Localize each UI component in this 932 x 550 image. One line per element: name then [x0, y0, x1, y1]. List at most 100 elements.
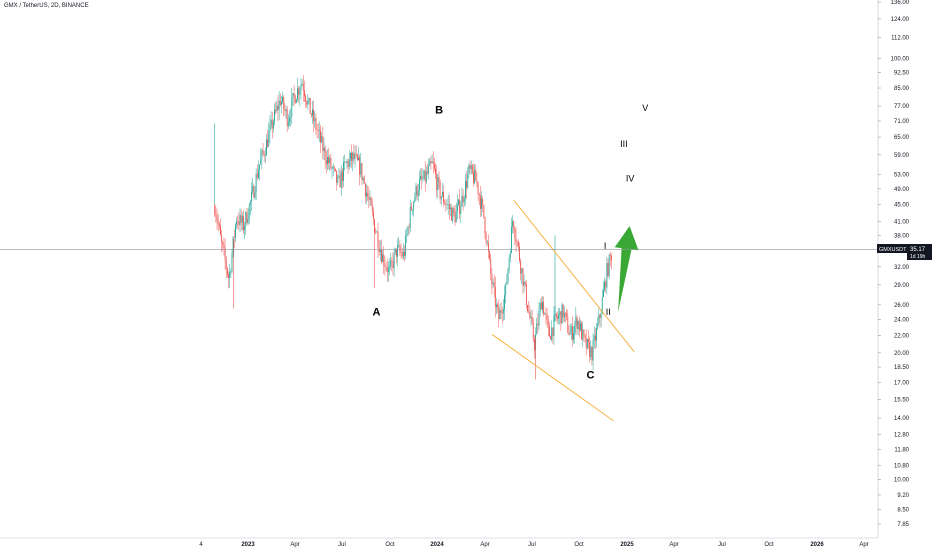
candle-body	[509, 252, 511, 259]
candle	[360, 152, 362, 178]
candle	[556, 311, 558, 325]
candle	[293, 85, 295, 106]
candle-body	[547, 319, 549, 327]
candle	[290, 108, 292, 127]
wave-label: C	[587, 369, 595, 381]
candle-body	[225, 259, 227, 269]
candle	[301, 79, 303, 87]
candle	[478, 192, 480, 205]
candle-body	[359, 157, 361, 175]
candle	[368, 186, 370, 209]
candle	[254, 185, 256, 201]
candle-body	[278, 100, 280, 110]
candle	[361, 162, 363, 186]
candle-body	[421, 176, 423, 180]
candle	[505, 282, 507, 304]
candle-body	[586, 338, 588, 349]
candle-body	[289, 117, 290, 122]
candle	[441, 183, 443, 198]
time-tick-label: 2024	[430, 542, 444, 548]
candle-body	[548, 326, 550, 337]
price-tick-label: 11.80	[894, 447, 909, 453]
price-tick-label: 10.80	[894, 464, 910, 470]
candle-body	[335, 168, 336, 171]
price-axis[interactable]: 136.00 124.00 112.00 100.00 92.50 85.00 77.00 7…	[877, 0, 910, 538]
candle-body	[355, 154, 357, 155]
candle	[359, 154, 361, 186]
candle-body	[341, 171, 343, 181]
candle	[590, 339, 592, 361]
candle	[585, 329, 587, 356]
time-tick-label: 2026	[810, 542, 824, 548]
candle-body	[326, 157, 328, 165]
candle	[410, 202, 412, 212]
candle	[272, 119, 274, 133]
falling-channel[interactable]	[491, 200, 635, 422]
candle	[363, 175, 365, 185]
time-axis[interactable]: 4 2023 Apr Jul Oct 2024 Apr Jul Oct 2025 Apr Jul Oct…	[0, 537, 878, 548]
candle	[224, 238, 226, 270]
candle-body	[585, 337, 587, 349]
candle	[340, 165, 342, 196]
candle-body	[291, 97, 293, 117]
projection-arrow[interactable]	[614, 226, 639, 312]
candle-body	[332, 166, 334, 169]
candle	[497, 302, 499, 314]
channel-lower-line[interactable]	[491, 334, 614, 422]
candle	[446, 198, 448, 210]
candle-body	[431, 161, 433, 163]
candle-body	[550, 336, 551, 340]
candle-body	[379, 250, 381, 253]
candle-body	[532, 322, 534, 340]
price-tick-label: 45.00	[894, 202, 910, 208]
candle	[346, 158, 348, 169]
candle-body	[340, 171, 342, 188]
candle	[456, 194, 458, 220]
candle	[466, 171, 468, 200]
candle	[329, 154, 331, 171]
candle-body	[588, 338, 589, 343]
candle-body	[515, 237, 517, 243]
candle-body	[502, 309, 504, 314]
candle	[417, 183, 419, 202]
candle-body	[253, 186, 255, 198]
candle-body	[531, 317, 533, 323]
candle	[530, 309, 532, 327]
candle-body	[602, 290, 604, 298]
candle-body	[513, 221, 515, 229]
candle	[375, 228, 377, 235]
channel-upper-line[interactable]	[513, 200, 635, 353]
candle-body	[354, 154, 356, 160]
candle	[310, 112, 312, 118]
projection-arrow-shape[interactable]	[614, 226, 639, 312]
candle-body	[217, 221, 219, 225]
candle	[349, 152, 351, 167]
candle-body	[448, 204, 450, 210]
candles	[214, 75, 612, 380]
candle	[286, 106, 288, 132]
candle	[559, 307, 561, 325]
candle	[476, 172, 478, 188]
time-tick-label: Jul	[338, 542, 346, 548]
candle-body	[476, 180, 478, 183]
price-tag-value-bg	[907, 244, 932, 260]
price-tag-symbol: GMXUSDT	[879, 247, 907, 253]
candle-body	[378, 248, 380, 253]
price-tick-label: 9.20	[897, 493, 909, 499]
candle	[398, 236, 400, 248]
candle-body	[233, 236, 235, 238]
price-tick-label: 12.80	[894, 433, 910, 439]
candle-body	[343, 162, 344, 181]
candle	[570, 323, 572, 341]
candle-body	[371, 205, 373, 212]
candle	[606, 256, 608, 295]
candle	[216, 208, 218, 230]
candle	[320, 125, 321, 153]
candle	[583, 328, 585, 342]
candle-body	[339, 175, 341, 188]
candle-body	[523, 281, 525, 286]
candle-body	[573, 332, 574, 340]
candle-body	[224, 248, 226, 260]
candle	[331, 165, 333, 179]
